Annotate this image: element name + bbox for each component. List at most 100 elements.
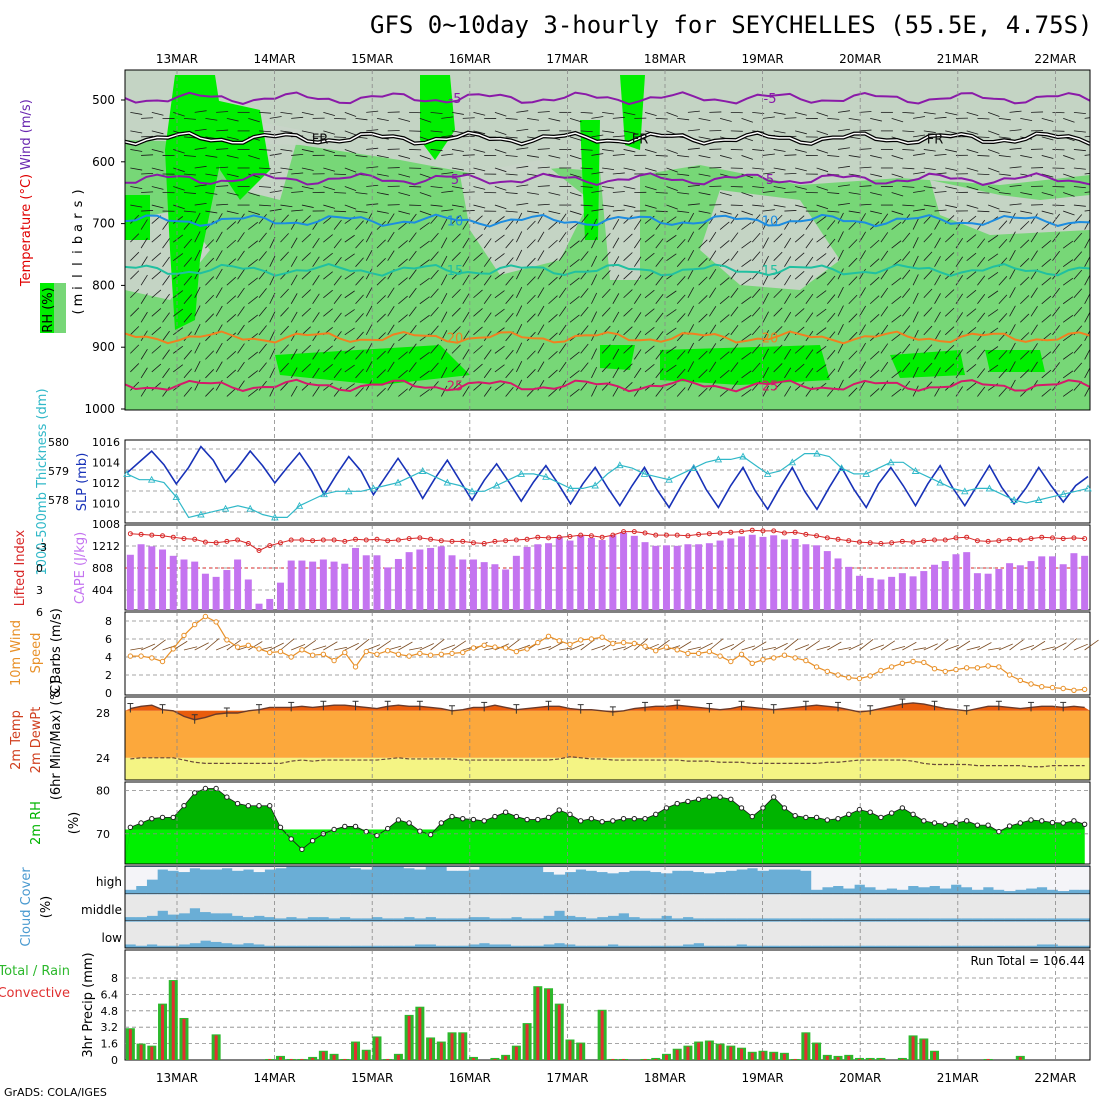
- wind-barb: [633, 349, 642, 360]
- wind-barb: [955, 219, 964, 230]
- wind-barb: [430, 288, 439, 299]
- rh2m-marker: [267, 803, 273, 809]
- date-label-top: 18MAR: [644, 52, 686, 66]
- wind-barb: [301, 344, 311, 354]
- wind-barb-10m: [687, 646, 702, 651]
- cloud-clear-cell: [586, 867, 598, 871]
- wind-barb: [730, 232, 739, 243]
- cloud-clear-cell: [178, 867, 190, 873]
- wind-barb: [623, 270, 633, 280]
- cloud-clear-cell: [821, 867, 834, 888]
- wind-barb: [248, 173, 260, 178]
- wind-speed-marker: [695, 650, 702, 657]
- slp-line: [126, 445, 1089, 511]
- cape-bar: [780, 539, 788, 610]
- wind-barb: [301, 215, 311, 224]
- wind-barb: [280, 111, 293, 115]
- wind-barb: [1020, 313, 1030, 323]
- wind-label: Wind (m/s): [19, 99, 34, 170]
- wind-barb: [816, 308, 827, 317]
- wind-barb: [1020, 220, 1030, 230]
- cloud-clear-cell: [500, 921, 512, 945]
- wind-barb: [612, 191, 625, 193]
- wind-barb: [612, 219, 620, 230]
- wind-barb: [215, 268, 223, 280]
- wind-barb: [612, 348, 620, 360]
- wind-barb: [795, 149, 807, 153]
- wind-barb: [505, 173, 518, 176]
- cape-bar: [995, 568, 1003, 610]
- wind-speed-marker: [374, 651, 380, 657]
- wind-barb: [859, 148, 872, 150]
- wind-barb: [205, 350, 215, 360]
- cloud-clear-cell: [425, 894, 437, 918]
- cloud-clear-cell: [789, 921, 801, 946]
- wind-barb: [1020, 155, 1033, 159]
- wind-barb: [869, 388, 880, 397]
- wind-barb: [816, 345, 827, 354]
- cloud-clear-cell: [189, 867, 201, 869]
- wind-barb: [215, 305, 223, 317]
- cloud-clear-cell: [1068, 894, 1080, 919]
- wind-barb: [312, 386, 320, 397]
- rh2m-marker: [921, 818, 927, 824]
- li-marker: [160, 533, 166, 539]
- wind-barb: [827, 155, 840, 157]
- wind-barb: [216, 203, 229, 206]
- wind-barb: [173, 186, 185, 191]
- dewpoint-line: [130, 756, 1085, 768]
- cloud-clear-cell: [543, 867, 555, 873]
- cloud-clear-cell: [178, 894, 190, 914]
- wind-barb: [258, 214, 267, 224]
- wind-barb: [505, 210, 518, 213]
- cloud-clear-cell: [253, 894, 265, 916]
- thickness-marker: [542, 472, 550, 480]
- cloud-clear-cell: [403, 894, 415, 918]
- rh-swatch-green: [54, 283, 66, 333]
- cloud-clear-cell: [864, 867, 877, 888]
- cape-bar: [341, 563, 349, 610]
- wind-barb-10m: [955, 640, 971, 651]
- wind-barb: [987, 272, 999, 280]
- wind-barb: [205, 257, 215, 267]
- millibars-char: l: [71, 262, 86, 266]
- wind-barb: [516, 379, 523, 391]
- wind-barb: [1084, 172, 1090, 175]
- wind-barb: [387, 287, 395, 298]
- wind-barb: [569, 388, 580, 397]
- cloud-clear-cell: [371, 921, 383, 946]
- wind-barb: [333, 219, 342, 230]
- cloud-clear-cell: [972, 921, 984, 946]
- wind-barb: [902, 380, 911, 391]
- precip-conv-bar: [986, 1058, 990, 1060]
- wind-barb: [130, 326, 140, 336]
- wind-barb: [1041, 388, 1052, 397]
- wind-barb: [741, 296, 752, 305]
- wind-barb: [902, 251, 911, 261]
- wind-barb: [141, 135, 154, 138]
- wind-barb: [666, 216, 677, 224]
- wind-barb: [334, 136, 347, 138]
- cloud-clear-cell: [854, 894, 866, 919]
- wind-barb: [902, 306, 911, 317]
- wind-barb: [237, 343, 245, 354]
- li-marker: [953, 535, 959, 541]
- rh-field-light: [700, 190, 840, 290]
- wind-barb: [891, 388, 902, 397]
- precip-conv-bar: [911, 1036, 915, 1060]
- wind-tick: 4: [105, 651, 112, 664]
- cloud-clear-cell: [414, 921, 426, 945]
- rh2m-marker: [749, 813, 755, 820]
- wind-barb: [215, 231, 223, 243]
- wind-barb: [430, 204, 443, 207]
- cloud-clear-cell: [704, 867, 716, 874]
- wind-barb: [1073, 251, 1083, 261]
- wind-barb-10m: [827, 641, 842, 651]
- date-label-top: 17MAR: [546, 52, 588, 66]
- wind-barb: [173, 204, 185, 210]
- wind-barb: [676, 276, 686, 286]
- wind-barb: [130, 251, 140, 261]
- cloud-unit: (%): [39, 896, 54, 919]
- wind-barb: [859, 203, 872, 206]
- li-marker: [224, 538, 230, 544]
